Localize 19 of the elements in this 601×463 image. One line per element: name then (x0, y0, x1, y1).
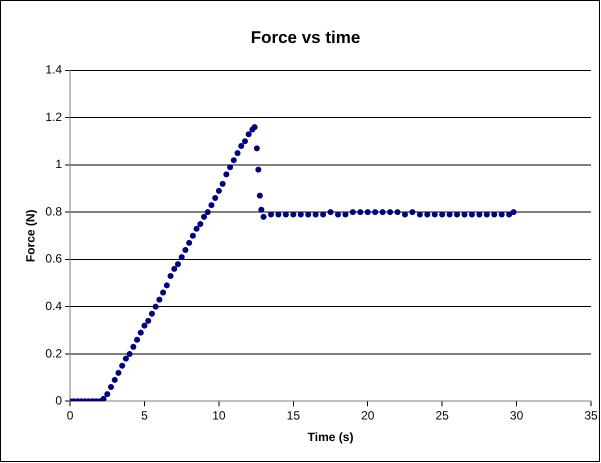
chart-title: Force vs time (250, 28, 360, 47)
x-tick-label: 5 (141, 408, 148, 423)
x-tick-label: 15 (286, 408, 300, 423)
y-tick-label: 1 (55, 157, 62, 172)
x-axis-title: Time (s) (308, 430, 354, 444)
x-tick-label: 0 (66, 408, 74, 423)
y-tick-label: 1.4 (45, 62, 62, 77)
x-tick-label: 35 (584, 408, 598, 423)
y-tick-label: 0.6 (45, 252, 62, 266)
y-tick-label: 0.2 (45, 346, 62, 360)
y-tick-label: 0 (55, 394, 62, 408)
y-axis-title: Force (N) (24, 209, 38, 262)
x-tick-label: 20 (361, 408, 375, 423)
y-tick-label: 0.8 (45, 204, 62, 218)
x-tick-label: 10 (212, 408, 226, 423)
x-tick-label: 25 (435, 408, 450, 423)
x-tick-label: 30 (510, 408, 524, 423)
y-tick-label: 0.4 (45, 299, 62, 313)
y-tick-label: 1.2 (45, 110, 62, 124)
